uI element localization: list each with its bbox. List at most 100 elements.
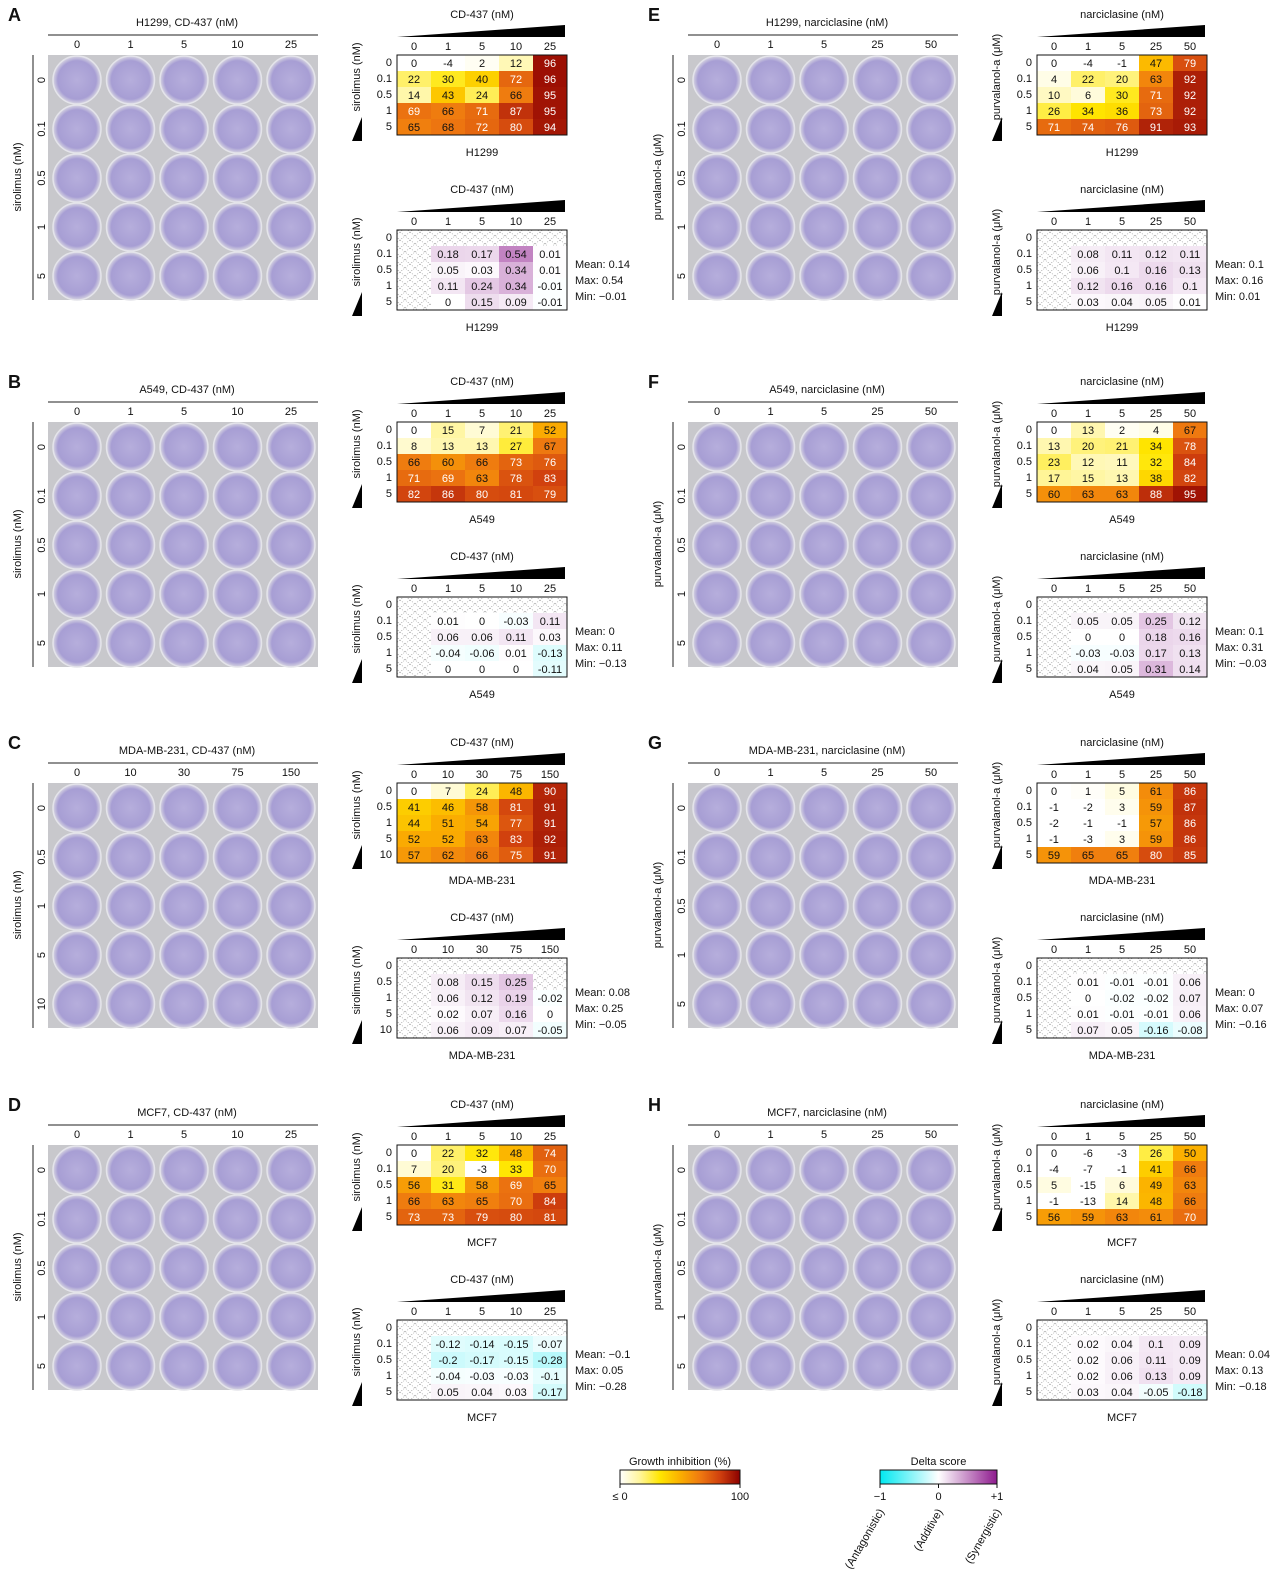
- cell-value: 41: [408, 802, 420, 814]
- plate-row-label: 1: [36, 1314, 48, 1320]
- cell-value: 0.01: [437, 616, 458, 628]
- cell-value: 0.06: [1179, 977, 1200, 989]
- cell-value: -0.03: [1075, 648, 1100, 660]
- well: [267, 1244, 315, 1292]
- well: [214, 56, 262, 104]
- cell-value: 92: [1184, 106, 1196, 118]
- column-label: 10: [510, 1306, 522, 1318]
- well: [214, 570, 262, 618]
- plate-row-label: 5: [36, 640, 48, 646]
- well: [214, 423, 262, 471]
- plate-column-label: 25: [871, 39, 883, 51]
- well: [800, 154, 848, 202]
- column-label: 1: [445, 583, 451, 595]
- cell-value: 0.1: [1182, 281, 1197, 293]
- plate-row-label: 0.5: [676, 898, 688, 913]
- column-label: 1: [1085, 1306, 1091, 1318]
- row-axis-label: sirolimus (nM): [351, 1132, 363, 1201]
- cell-value: 61: [1150, 1212, 1162, 1224]
- row-label: 5: [1026, 1386, 1032, 1398]
- cell-value: -0.1: [541, 1371, 560, 1383]
- row-label: 0.1: [1017, 615, 1032, 627]
- empty-cell: [1173, 958, 1207, 974]
- column-label: 5: [1119, 583, 1125, 595]
- column-label: 10: [510, 216, 522, 228]
- well: [693, 105, 741, 153]
- empty-cell: [1105, 230, 1139, 246]
- cell-value: 36: [1116, 106, 1128, 118]
- plate-row-label: 0.5: [36, 1260, 48, 1275]
- plate-row-label: 0: [676, 77, 688, 83]
- dose-wedge: [397, 25, 565, 37]
- cell-value: 70: [544, 1164, 556, 1176]
- panel-letter: H: [648, 1095, 661, 1115]
- plate-row-label: 0: [36, 77, 48, 83]
- cell-value: 17: [1048, 473, 1060, 485]
- column-label: 25: [544, 1131, 556, 1143]
- well: [800, 423, 848, 471]
- cell-value: 50: [1184, 1148, 1196, 1160]
- cell-value: 95: [1184, 489, 1196, 501]
- empty-cell: [1139, 1320, 1173, 1336]
- cell-value: 82: [408, 489, 420, 501]
- well: [160, 521, 208, 569]
- well: [907, 56, 955, 104]
- cell-value: 0.01: [1077, 977, 1098, 989]
- cell-value: 0.02: [1077, 1355, 1098, 1367]
- cell-value: -0.07: [537, 1339, 562, 1351]
- plate-row-label: 0: [676, 444, 688, 450]
- cell-value: 0: [411, 1148, 417, 1160]
- row-label: 0: [386, 1322, 392, 1334]
- colorbar-tick-label: ≤ 0: [612, 1491, 627, 1503]
- row-label: 1: [386, 1195, 392, 1207]
- cell-value: 0: [1051, 58, 1057, 70]
- well: [107, 1244, 155, 1292]
- row-label: 0.5: [1017, 1179, 1032, 1191]
- empty-cell: [397, 1022, 431, 1038]
- cell-value: 3: [1119, 834, 1125, 846]
- cell-value: -0.14: [469, 1339, 494, 1351]
- cell-value: 34: [1082, 106, 1094, 118]
- column-label: 25: [1150, 41, 1162, 53]
- delta-stat: Min: −0.18: [1215, 1381, 1267, 1393]
- well: [107, 1342, 155, 1390]
- well: [800, 252, 848, 300]
- cell-value: 0: [547, 1009, 553, 1021]
- cell-value: 0: [1085, 632, 1091, 644]
- plate-column-label: 50: [925, 767, 937, 779]
- cell-value: 0.13: [1179, 265, 1200, 277]
- cell-value: 0.04: [1111, 297, 1132, 309]
- cell-value: 86: [1184, 818, 1196, 830]
- cell-value: 80: [476, 489, 488, 501]
- plate-row-axis-label: purvalanol-a (μM): [652, 501, 664, 587]
- column-label: 0: [1051, 408, 1057, 420]
- empty-cell: [533, 974, 567, 990]
- well: [214, 472, 262, 520]
- well: [107, 1146, 155, 1194]
- empty-cell: [1173, 230, 1207, 246]
- cell-value: 0.07: [1077, 1025, 1098, 1037]
- well: [747, 56, 795, 104]
- plate-column-label: 25: [285, 406, 297, 418]
- cell-value: 38: [1150, 473, 1162, 485]
- cell-value: 26: [1048, 106, 1060, 118]
- cell-value: 0.31: [1145, 664, 1166, 676]
- cell-value: 48: [510, 786, 522, 798]
- column-label: 5: [479, 216, 485, 228]
- cell-value: 0.05: [1111, 1025, 1132, 1037]
- cell-value: 0.16: [505, 1009, 526, 1021]
- delta-stat: Min: −0.05: [575, 1019, 627, 1031]
- well: [107, 56, 155, 104]
- cell-value: 92: [1184, 74, 1196, 86]
- colorbar-tick-label: 0: [935, 1491, 941, 1503]
- well: [160, 252, 208, 300]
- growth-inhibition-title: CD-437 (nM): [450, 1099, 514, 1111]
- cell-value: 7: [445, 786, 451, 798]
- dose-wedge: [352, 1020, 362, 1044]
- plate-title: MDA-MB-231, narciclasine (nM): [749, 745, 905, 757]
- empty-cell: [1105, 597, 1139, 613]
- delta-stat: Max: 0.31: [1215, 642, 1263, 654]
- cell-value: 1: [1085, 786, 1091, 798]
- plate-row-axis-label: sirolimus (nM): [12, 142, 24, 211]
- cell-value: 62: [442, 850, 454, 862]
